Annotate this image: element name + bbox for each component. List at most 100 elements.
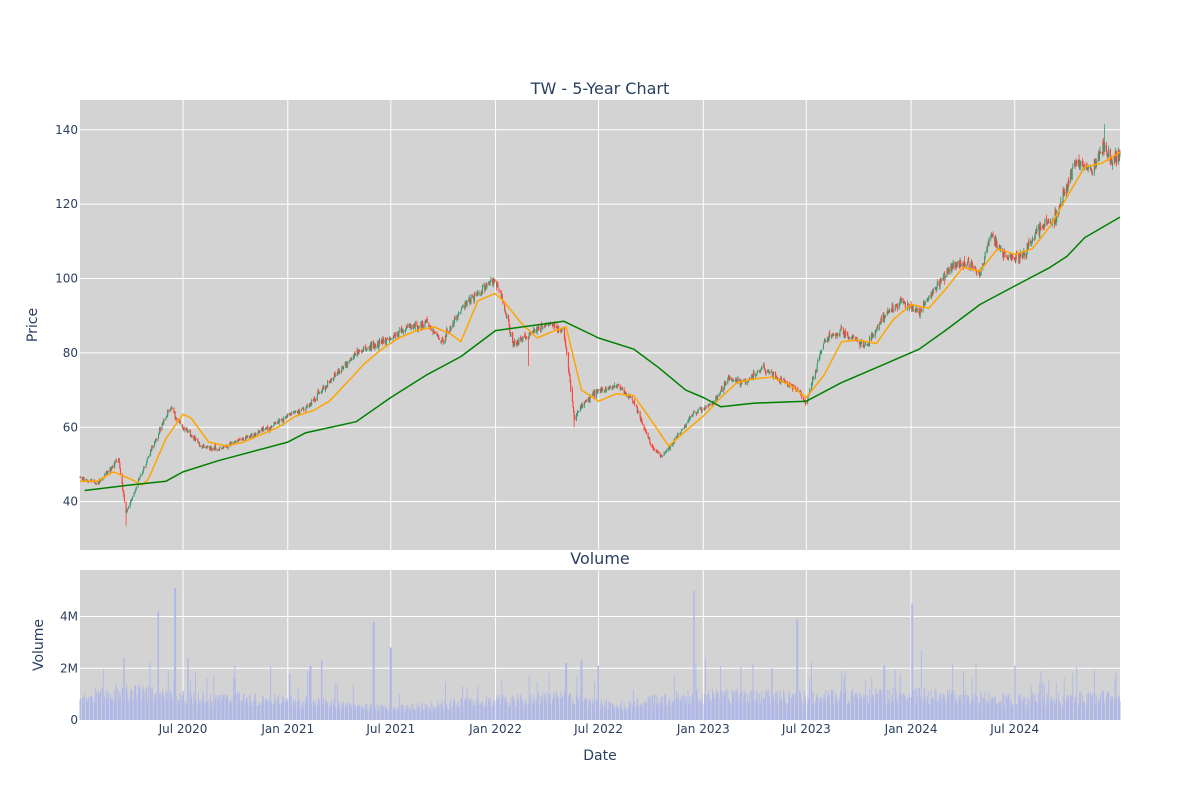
candle-body bbox=[640, 416, 642, 422]
volume-bar bbox=[614, 707, 615, 720]
price-y-tick-label: 80 bbox=[63, 346, 78, 360]
volume-bar bbox=[175, 588, 177, 720]
volume-bar bbox=[935, 690, 937, 720]
candle-body bbox=[546, 324, 548, 326]
candle-body bbox=[950, 264, 953, 270]
candle-body bbox=[907, 303, 909, 307]
candle-body bbox=[883, 314, 885, 322]
volume-bar bbox=[681, 695, 683, 720]
volume-bar bbox=[653, 705, 655, 720]
candle-body bbox=[1004, 251, 1006, 255]
volume-bar bbox=[569, 695, 571, 720]
candle-body bbox=[1012, 255, 1014, 257]
candle-body bbox=[659, 452, 661, 456]
volume-bar bbox=[247, 705, 249, 720]
volume-bar bbox=[352, 684, 354, 720]
volume-bar bbox=[954, 694, 956, 720]
candle-body bbox=[537, 327, 539, 329]
volume-bar bbox=[992, 696, 994, 720]
candle-body bbox=[835, 334, 837, 336]
volume-bar bbox=[195, 672, 197, 720]
volume-bar bbox=[442, 710, 444, 720]
candle-body bbox=[290, 414, 292, 417]
volume-bar bbox=[663, 705, 665, 720]
candle-body bbox=[520, 338, 522, 340]
candle-body bbox=[1020, 254, 1022, 256]
volume-bar bbox=[679, 700, 681, 720]
candle-body bbox=[1118, 155, 1120, 161]
candle-body bbox=[492, 278, 494, 286]
candle-body bbox=[991, 234, 994, 236]
volume-bar bbox=[835, 694, 837, 720]
volume-bar bbox=[357, 707, 359, 720]
volume-bar bbox=[89, 696, 91, 720]
candle-body bbox=[1065, 185, 1068, 194]
candle-body bbox=[1034, 238, 1036, 239]
candle-body bbox=[880, 318, 883, 323]
candle-body bbox=[895, 304, 897, 307]
candle-body bbox=[145, 464, 147, 468]
volume-bar bbox=[741, 690, 743, 720]
candle-body bbox=[644, 428, 646, 430]
candle-body bbox=[951, 264, 953, 269]
volume-bar bbox=[281, 702, 283, 720]
candle-body bbox=[978, 270, 980, 273]
volume-y-tick-label: 2M bbox=[60, 661, 78, 675]
candle-body bbox=[669, 447, 671, 449]
volume-bar bbox=[908, 702, 910, 720]
candle-body bbox=[151, 445, 153, 452]
candle-body bbox=[668, 448, 670, 449]
volume-bar bbox=[557, 705, 559, 720]
candle-body bbox=[1119, 152, 1121, 155]
candle-body bbox=[401, 329, 403, 333]
candle-body bbox=[535, 330, 538, 333]
candle-body bbox=[434, 332, 436, 334]
volume-bar bbox=[752, 663, 754, 720]
volume-bar bbox=[429, 706, 430, 720]
volume-bar bbox=[1046, 706, 1048, 720]
candle-body bbox=[1089, 167, 1091, 170]
volume-bar bbox=[1081, 695, 1083, 720]
volume-bar bbox=[508, 706, 510, 720]
candle-body bbox=[569, 375, 571, 382]
candle-body bbox=[936, 286, 938, 291]
volume-bar bbox=[488, 698, 490, 720]
volume-bar bbox=[1112, 697, 1114, 720]
volume-bar bbox=[271, 705, 273, 720]
candle-body bbox=[440, 341, 443, 343]
candle-body bbox=[975, 267, 977, 271]
volume-bar bbox=[1023, 695, 1025, 720]
volume-bar bbox=[775, 692, 777, 720]
volume-axis-title: Volume bbox=[31, 619, 47, 671]
volume-bar bbox=[464, 701, 466, 720]
volume-bar bbox=[577, 705, 579, 720]
volume-bar bbox=[409, 710, 411, 720]
candle-body bbox=[182, 427, 184, 429]
candle-body bbox=[617, 384, 619, 385]
volume-bar bbox=[187, 657, 189, 720]
volume-bar bbox=[947, 691, 948, 720]
volume-bar bbox=[590, 701, 592, 720]
candle-body bbox=[696, 413, 698, 414]
volume-bar bbox=[840, 695, 842, 720]
volume-bar bbox=[1117, 697, 1119, 720]
candle-body bbox=[274, 422, 276, 425]
volume-bar bbox=[1056, 699, 1058, 720]
candle-body bbox=[928, 296, 930, 300]
volume-bar bbox=[966, 697, 968, 720]
volume-bar bbox=[195, 699, 197, 720]
candle-body bbox=[506, 316, 508, 319]
volume-bar bbox=[703, 704, 705, 720]
volume-bar bbox=[744, 703, 746, 720]
volume-bar bbox=[1097, 699, 1099, 720]
volume-bar bbox=[752, 689, 754, 720]
candle-body bbox=[952, 261, 954, 268]
volume-bar bbox=[545, 697, 547, 720]
volume-bar bbox=[818, 700, 820, 720]
volume-bar bbox=[1094, 692, 1096, 720]
volume-bar bbox=[769, 705, 771, 720]
candle-body bbox=[322, 386, 324, 389]
candle-body bbox=[767, 370, 769, 372]
volume-bar bbox=[604, 700, 606, 720]
candle-body bbox=[341, 367, 343, 369]
